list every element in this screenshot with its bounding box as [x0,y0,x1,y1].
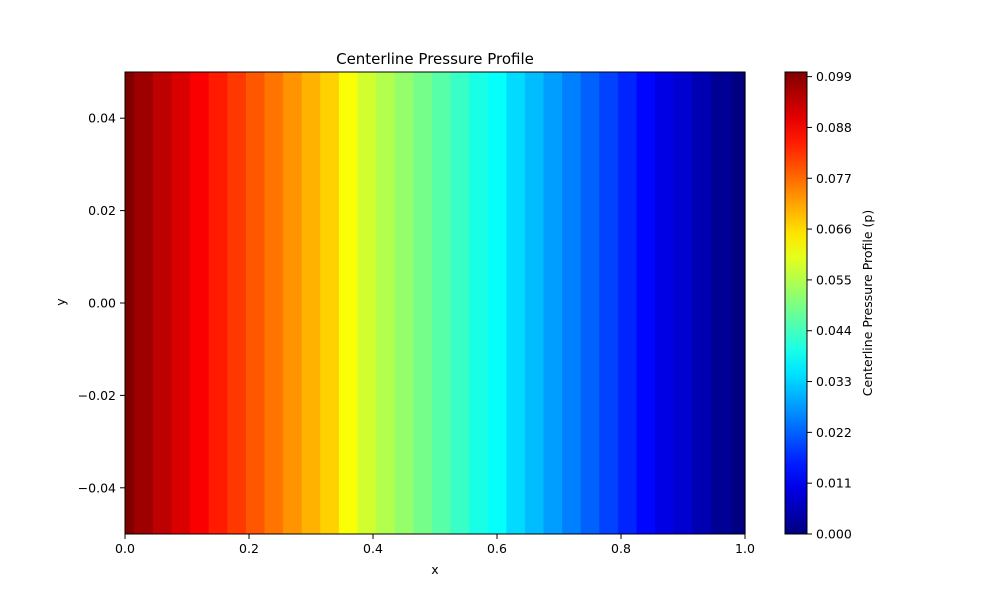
heatmap-area [125,72,746,534]
heatmap-cell [710,72,734,534]
heatmap-cell [301,72,321,534]
heatmap-cell [171,72,191,534]
x-axis-label: x [431,562,438,577]
heatmap-cell [655,72,675,534]
y-tick-label: 0.00 [88,296,116,311]
colorbar-tick-label: 0.022 [816,425,852,440]
chart-title: Centerline Pressure Profile [336,50,534,68]
heatmap-cell [376,72,396,534]
x-axis: 0.0 0.2 0.4 0.6 0.8 1.0 [115,534,755,556]
x-tick-label: 1.0 [735,541,755,556]
colorbar-tick-label: 0.088 [816,120,852,135]
heatmap-cell [506,72,526,534]
heatmap-cell [152,72,173,534]
y-tick-label: −0.02 [78,388,116,403]
heatmap-cell [394,72,414,534]
y-tick-label: −0.04 [78,480,116,495]
heatmap-cell [617,72,638,534]
heatmap-cell [580,72,600,534]
y-tick-label: 0.02 [88,203,116,218]
colorbar-tick-label: 0.066 [816,222,852,237]
colorbar-tick-label: 0.000 [816,527,852,542]
colorbar-axis: 0.000 0.011 0.022 0.033 0.044 0.055 0.066 0.077… [807,69,852,542]
heatmap-cell [636,72,656,534]
heatmap-cell [692,72,712,534]
heatmap-cell [227,72,247,534]
y-axis-label: y [53,298,68,306]
heatmap-cell [245,72,266,534]
heatmap-cell [599,72,619,534]
heatmap-cell [320,72,340,534]
heatmap-cell [732,72,746,534]
heatmap-cell [524,72,545,534]
colorbar-label: Centerline Pressure Profile (p) [860,210,875,396]
heatmap-cell [673,72,693,534]
heatmap-cell [562,72,582,534]
x-tick-label: 0.8 [611,541,631,556]
y-tick-label: 0.04 [88,111,116,126]
colorbar [784,71,808,535]
heatmap-cell [469,72,489,534]
heatmap-cell [134,72,154,534]
y-axis: 0.04 0.02 0.00 −0.02 −0.04 [78,111,125,495]
colorbar-tick-label: 0.033 [816,374,852,389]
heatmap-cell [487,72,507,534]
heatmap-cell [190,72,210,534]
colorbar-tick-label: 0.077 [816,171,852,186]
colorbar-tick-label: 0.099 [816,69,852,84]
colorbar-tick-label: 0.011 [816,476,852,491]
x-tick-label: 0.2 [239,541,259,556]
colorbar-tick-label: 0.055 [816,272,852,287]
x-tick-label: 0.6 [487,541,507,556]
x-tick-label: 0.4 [363,541,383,556]
heatmap-cell [357,72,377,534]
heatmap-cell [338,72,359,534]
heatmap-cell [431,72,452,534]
heatmap-cell [450,72,470,534]
colorbar-tick-label: 0.044 [816,323,852,338]
heatmap-cell [125,72,135,534]
heatmap-cell [264,72,284,534]
heatmap-cell [543,72,563,534]
heatmap-cell [413,72,433,534]
heatmap-cell [283,72,303,534]
x-tick-label: 0.0 [115,541,135,556]
heatmap-cell [208,72,228,534]
